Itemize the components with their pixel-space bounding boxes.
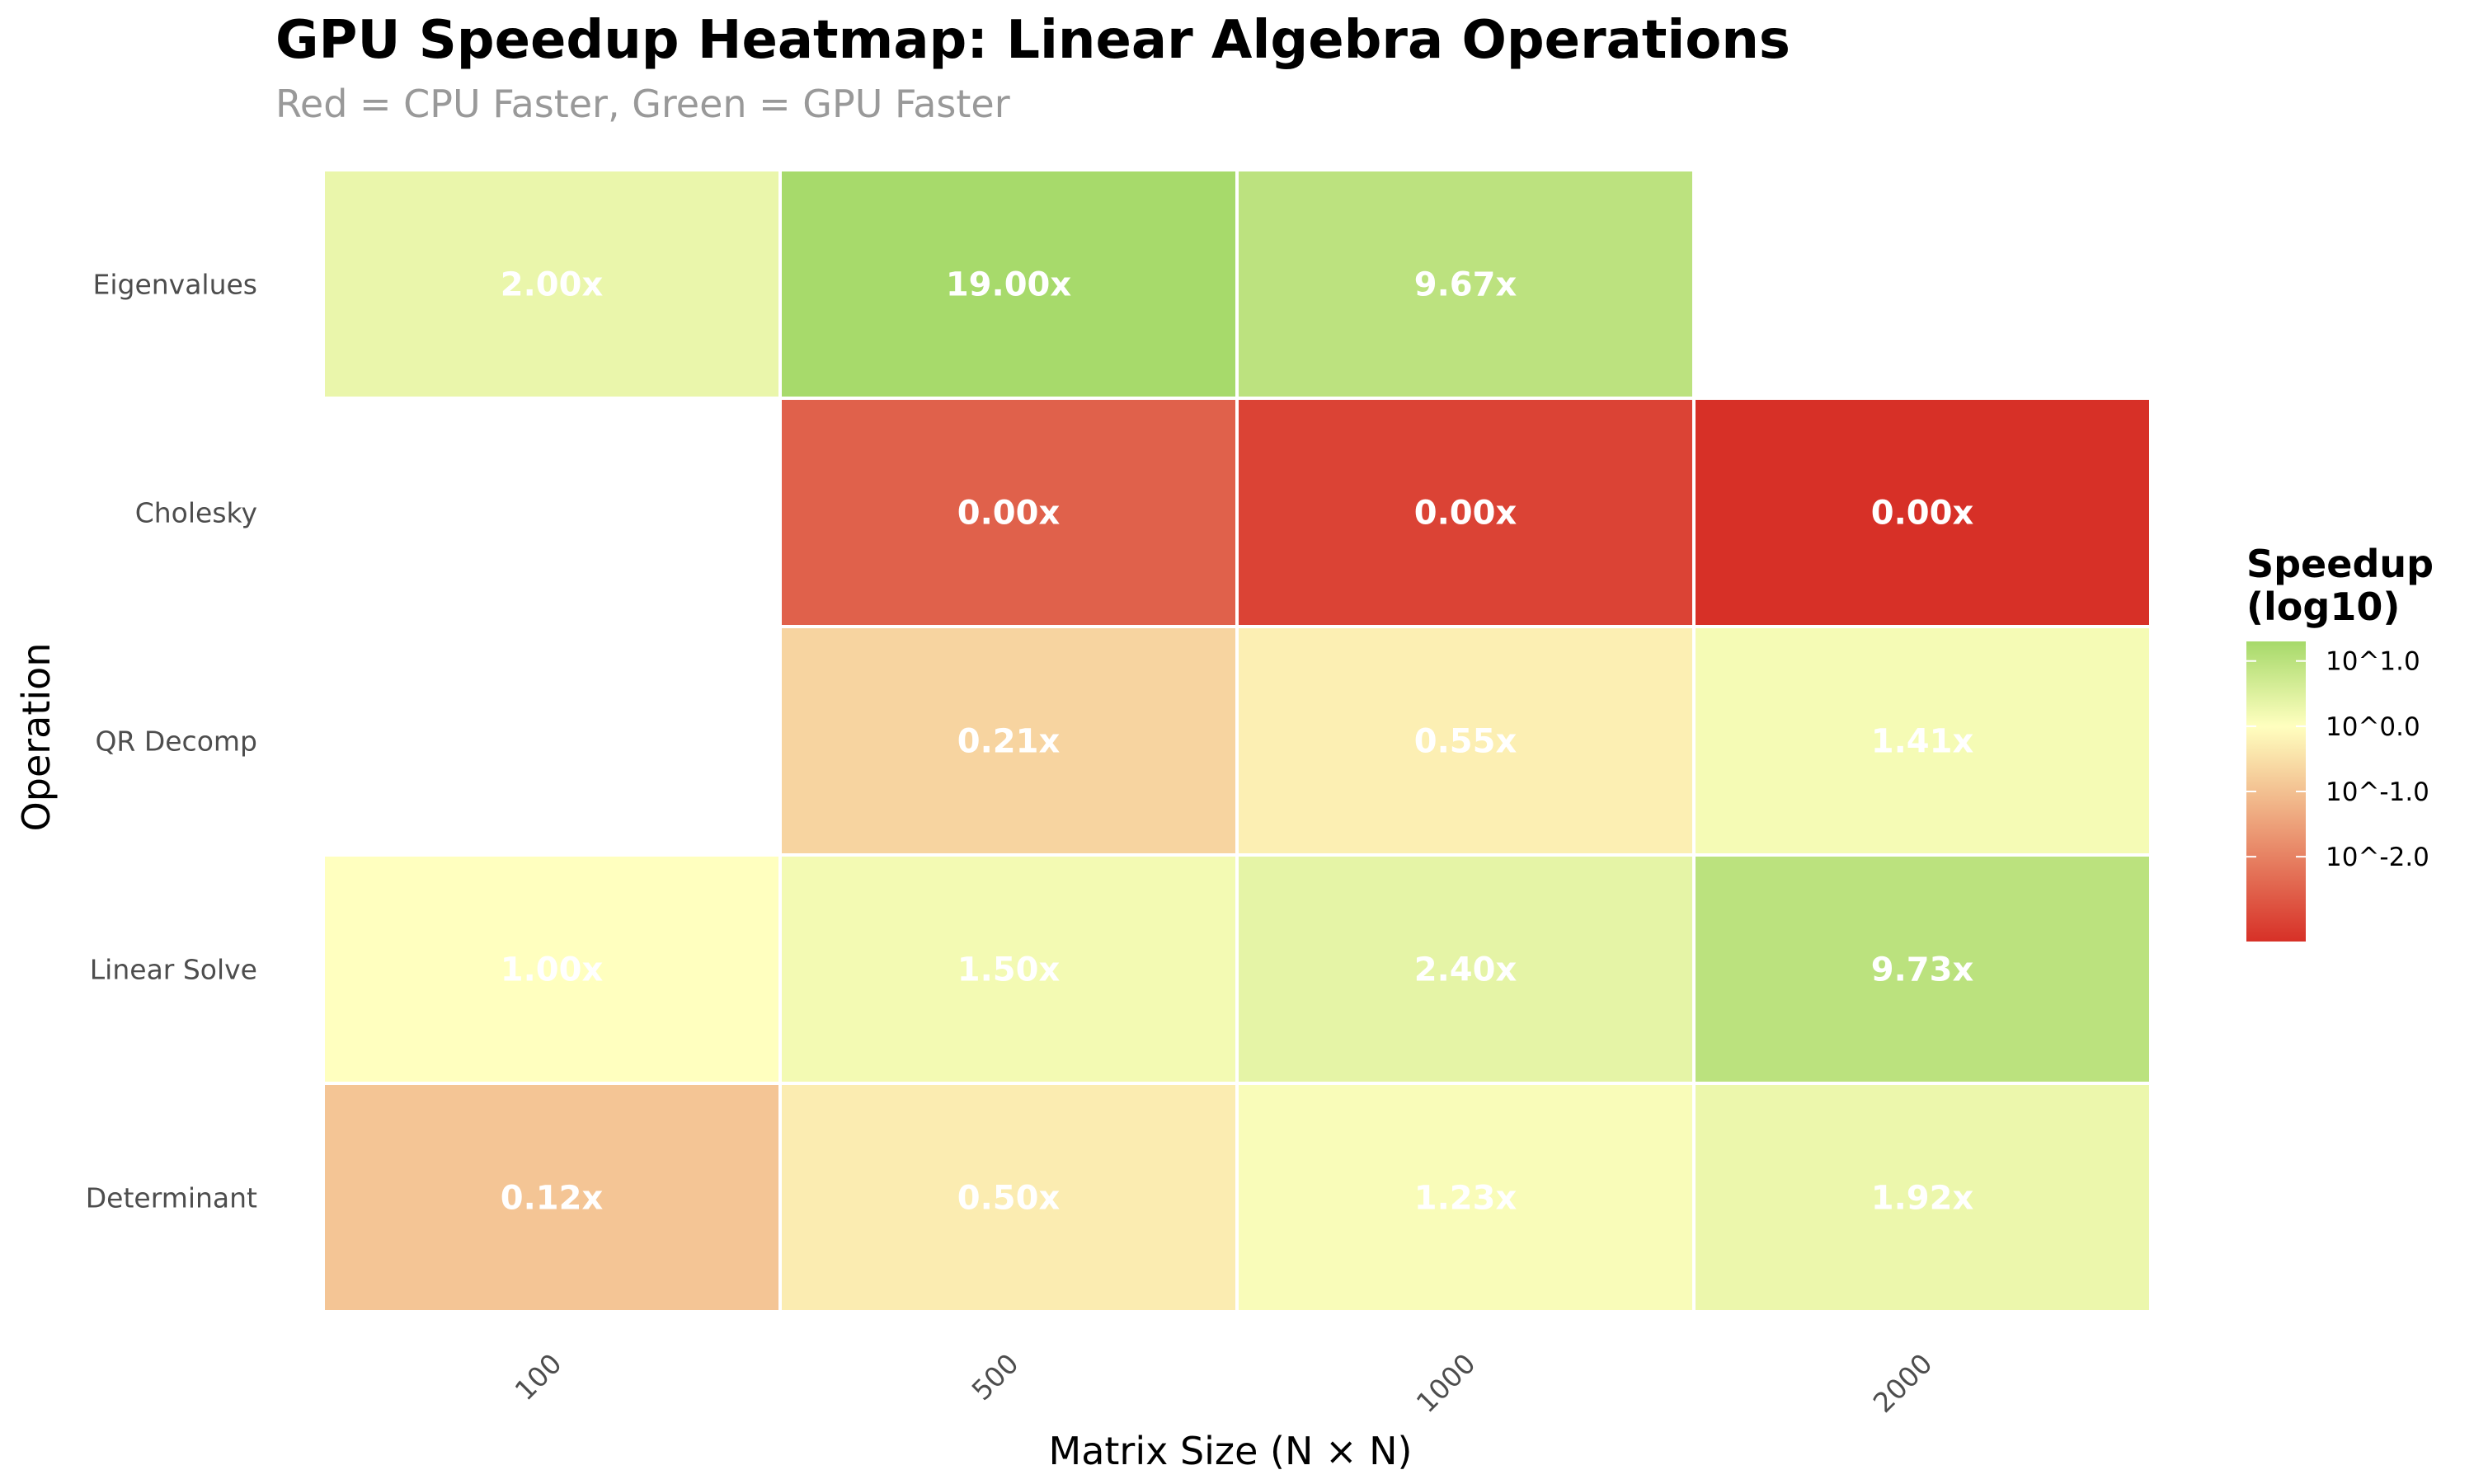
cell-label-linear-solve-500: 1.50x	[957, 951, 1061, 989]
y-tick-label-eigenvalues: Eigenvalues	[92, 269, 257, 301]
cell-label-cholesky-500: 0.00x	[957, 495, 1061, 533]
x-axis-tick-labels: 100 500 1000 2000	[509, 1347, 1939, 1419]
heatmap-cell-linear-solve-1000	[1235, 853, 1696, 1085]
heatmap-cell-determinant-100	[322, 1082, 782, 1313]
heatmap-cell-determinant-2000	[1692, 1082, 2152, 1313]
legend-title-line2: (log10)	[2246, 585, 2400, 629]
x-tick-label-1000: 1000	[1410, 1347, 1482, 1419]
heatmap-cells	[322, 168, 2152, 1313]
chart-title: GPU Speedup Heatmap: Linear Algebra Oper…	[275, 10, 1790, 71]
heatmap-cell-labels: 2.00x 19.00x 9.67x 0.00x 0.00x 0.00x 0.21x 0.55…	[501, 266, 1974, 1218]
x-axis-title: Matrix Size (N × N)	[1049, 1429, 1413, 1473]
cell-label-eigenvalues-1000: 9.67x	[1414, 266, 1517, 304]
chart-subtitle: Red = CPU Faster, Green = GPU Faster	[275, 82, 1010, 126]
heatmap-cell-cholesky-500	[778, 397, 1239, 628]
x-tick-label-100: 100	[509, 1347, 568, 1407]
heatmap-cell-eigenvalues-1000	[1235, 168, 1696, 400]
legend-label: 10^-1.0	[2326, 777, 2429, 807]
x-tick-label-500: 500	[966, 1347, 1025, 1407]
cell-label-eigenvalues-100: 2.00x	[501, 266, 604, 304]
y-tick-label-cholesky: Cholesky	[135, 497, 257, 529]
legend-title-line1: Speedup	[2246, 542, 2434, 586]
heatmap-cell-determinant-1000	[1235, 1082, 1696, 1313]
legend-label: 10^-2.0	[2326, 843, 2429, 872]
cell-label-cholesky-1000: 0.00x	[1414, 495, 1517, 533]
heatmap-cell-cholesky-2000	[1692, 397, 2152, 628]
heatmap-cell-eigenvalues-500	[778, 168, 1239, 400]
cell-label-linear-solve-100: 1.00x	[501, 951, 604, 989]
heatmap-cell-qr-decomp-1000	[1235, 625, 1696, 857]
cell-label-qr-decomp-1000: 0.55x	[1414, 723, 1517, 761]
cell-label-qr-decomp-2000: 1.41x	[1871, 723, 1974, 761]
legend-label: 10^0.0	[2326, 712, 2420, 742]
color-legend: Speedup (log10) 10^1.0 10^0.0 10^-1.0 10^-2…	[2246, 542, 2434, 942]
y-tick-label-linear-solve: Linear Solve	[90, 954, 257, 986]
cell-label-determinant-500: 0.50x	[957, 1180, 1061, 1218]
legend-ticks: 10^1.0 10^0.0 10^-1.0 10^-2.0	[2246, 647, 2429, 872]
cell-label-qr-decomp-500: 0.21x	[957, 723, 1061, 761]
heatmap-cell-linear-solve-100	[322, 853, 782, 1085]
y-tick-label-determinant: Determinant	[86, 1182, 257, 1214]
cell-label-linear-solve-2000: 9.73x	[1871, 951, 1974, 989]
heatmap-cell-determinant-500	[778, 1082, 1239, 1313]
heatmap-cell-cholesky-1000	[1235, 397, 1696, 628]
y-tick-label-qr-decomp: QR Decomp	[95, 726, 257, 758]
cell-label-determinant-1000: 1.23x	[1414, 1180, 1517, 1218]
x-tick-label-2000: 2000	[1867, 1347, 1939, 1419]
cell-label-cholesky-2000: 0.00x	[1871, 495, 1974, 533]
legend-label: 10^1.0	[2326, 647, 2420, 677]
cell-label-determinant-2000: 1.92x	[1871, 1180, 1974, 1218]
cell-label-eigenvalues-500: 19.00x	[946, 266, 1072, 304]
y-axis-title: Operation	[14, 643, 59, 832]
heatmap-cell-eigenvalues-100	[322, 168, 782, 400]
y-axis-tick-labels: Eigenvalues Cholesky QR Decomp Linear Solve…	[86, 269, 257, 1214]
cell-label-linear-solve-1000: 2.40x	[1414, 951, 1517, 989]
heatmap-cell-linear-solve-2000	[1692, 853, 2152, 1085]
cell-label-determinant-100: 0.12x	[501, 1180, 604, 1218]
